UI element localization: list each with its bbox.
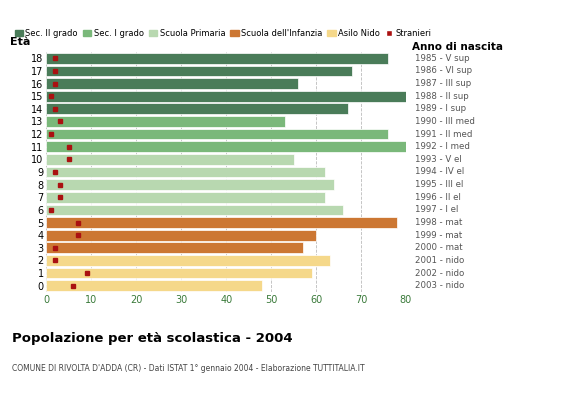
Bar <box>46 255 329 266</box>
Bar <box>46 53 388 64</box>
Bar <box>46 167 325 177</box>
Text: COMUNE DI RIVOLTA D'ADDA (CR) - Dati ISTAT 1° gennaio 2004 - Elaborazione TUTTIT: COMUNE DI RIVOLTA D'ADDA (CR) - Dati IST… <box>12 364 364 373</box>
Bar <box>46 129 388 140</box>
Text: 1997 - I el: 1997 - I el <box>415 205 458 214</box>
Bar <box>46 141 406 152</box>
Text: Età: Età <box>10 37 31 47</box>
Text: 1987 - III sup: 1987 - III sup <box>415 79 471 88</box>
Bar <box>46 217 397 228</box>
Text: 1993 - V el: 1993 - V el <box>415 155 462 164</box>
Text: 1989 - I sup: 1989 - I sup <box>415 104 466 113</box>
Text: 2002 - nido: 2002 - nido <box>415 268 464 278</box>
Bar <box>46 204 343 215</box>
Bar <box>46 280 262 291</box>
Text: 1995 - III el: 1995 - III el <box>415 180 463 189</box>
Text: 2000 - mat: 2000 - mat <box>415 243 462 252</box>
Text: 2001 - nido: 2001 - nido <box>415 256 464 265</box>
Text: Popolazione per età scolastica - 2004: Popolazione per età scolastica - 2004 <box>12 332 292 345</box>
Legend: Sec. II grado, Sec. I grado, Scuola Primaria, Scuola dell'Infanzia, Asilo Nido, : Sec. II grado, Sec. I grado, Scuola Prim… <box>14 29 432 38</box>
Bar <box>46 78 298 89</box>
Bar <box>46 91 406 102</box>
Text: 1986 - VI sup: 1986 - VI sup <box>415 66 472 76</box>
Bar <box>46 230 316 240</box>
Bar <box>46 268 311 278</box>
Text: 1990 - III med: 1990 - III med <box>415 117 474 126</box>
Bar <box>46 116 285 127</box>
Bar <box>46 179 334 190</box>
Bar <box>46 66 352 76</box>
Text: 1999 - mat: 1999 - mat <box>415 231 462 240</box>
Text: 1985 - V sup: 1985 - V sup <box>415 54 469 63</box>
Bar <box>46 192 325 203</box>
Text: 1988 - II sup: 1988 - II sup <box>415 92 469 101</box>
Bar <box>46 154 293 165</box>
Bar <box>46 242 303 253</box>
Text: 1996 - II el: 1996 - II el <box>415 193 461 202</box>
Text: Anno di nascita: Anno di nascita <box>412 42 503 52</box>
Text: 1992 - I med: 1992 - I med <box>415 142 470 151</box>
Text: 2003 - nido: 2003 - nido <box>415 281 464 290</box>
Bar <box>46 104 347 114</box>
Text: 1991 - II med: 1991 - II med <box>415 130 472 139</box>
Text: 1998 - mat: 1998 - mat <box>415 218 462 227</box>
Text: 1994 - IV el: 1994 - IV el <box>415 168 464 176</box>
